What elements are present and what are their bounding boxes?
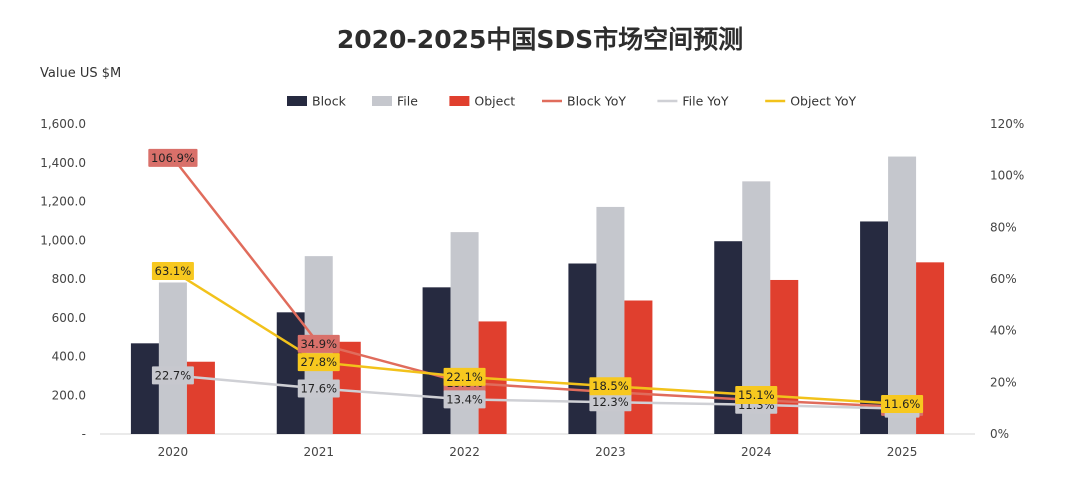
y2-tick-label: 60% bbox=[990, 272, 1017, 286]
data-label: 22.1% bbox=[446, 370, 483, 384]
y-axis-label: Value US $M bbox=[40, 66, 122, 81]
data-label: 106.9% bbox=[151, 151, 195, 165]
data-label-bg bbox=[297, 379, 340, 398]
data-label: 18.5% bbox=[592, 379, 629, 393]
x-tick-label: 2025 bbox=[887, 445, 918, 459]
x-tick-label: 2021 bbox=[303, 445, 334, 459]
x-tick-label: 2022 bbox=[449, 445, 480, 459]
y-tick-label: 1,600.0 bbox=[40, 117, 86, 131]
bar-block bbox=[422, 287, 451, 434]
chart-title: 2020-2025中国SDS市场空间预测 bbox=[336, 25, 744, 54]
data-label: 13.4% bbox=[446, 392, 483, 406]
y2-tick-label: 100% bbox=[990, 169, 1024, 183]
data-label-bg bbox=[881, 395, 924, 414]
y-tick-label: 1,200.0 bbox=[40, 195, 86, 209]
y2-tick-label: 40% bbox=[990, 324, 1017, 338]
legend-entry: Block bbox=[312, 94, 347, 109]
y-tick-label: 1,000.0 bbox=[40, 233, 86, 247]
data-label-bg bbox=[151, 366, 194, 385]
y-tick-label: 400.0 bbox=[52, 350, 86, 364]
data-label-bg bbox=[589, 393, 632, 412]
data-label-bg bbox=[297, 353, 340, 372]
data-label-bg bbox=[148, 148, 198, 167]
data-label: 63.1% bbox=[155, 264, 192, 278]
y-tick-label: 600.0 bbox=[52, 311, 86, 325]
legend-swatch bbox=[449, 96, 470, 106]
data-label-bg bbox=[297, 334, 340, 353]
data-label-bg bbox=[589, 377, 632, 396]
legend-entry: Block YoY bbox=[567, 94, 626, 109]
data-label: 12.3% bbox=[592, 395, 629, 409]
legend-entry: File YoY bbox=[682, 94, 729, 109]
data-label: 34.9% bbox=[300, 337, 337, 351]
data-label-bg bbox=[443, 367, 486, 386]
x-tick-label: 2023 bbox=[595, 445, 626, 459]
data-label: 15.1% bbox=[738, 388, 775, 402]
legend-entry: File bbox=[397, 94, 418, 109]
y2-tick-label: 20% bbox=[990, 375, 1017, 389]
line-object-yoy bbox=[172, 269, 903, 406]
data-label-bg bbox=[151, 261, 194, 280]
bar-file bbox=[158, 282, 187, 434]
data-label-bg bbox=[443, 390, 486, 409]
y2-tick-label: 80% bbox=[990, 220, 1017, 234]
y-tick-label: 1,400.0 bbox=[40, 156, 86, 170]
data-label-bg bbox=[735, 385, 778, 404]
y-tick-label: 200.0 bbox=[52, 388, 86, 402]
y2-tick-label: 0% bbox=[990, 427, 1009, 441]
bar-block bbox=[276, 312, 305, 434]
legend-swatch bbox=[287, 96, 307, 106]
y2-tick-label: 120% bbox=[990, 117, 1024, 131]
legend-entry: Object bbox=[474, 94, 515, 109]
x-tick-label: 2020 bbox=[158, 445, 189, 459]
legend-entry: Object YoY bbox=[790, 94, 856, 109]
data-label: 11.6% bbox=[884, 397, 921, 411]
legend-swatch bbox=[372, 96, 392, 106]
y-tick-label: - bbox=[82, 427, 86, 441]
bar-object bbox=[624, 300, 653, 434]
line-block-yoy bbox=[171, 157, 903, 409]
data-label: 22.7% bbox=[155, 368, 192, 382]
x-tick-label: 2024 bbox=[741, 445, 772, 459]
y-tick-label: 800.0 bbox=[52, 272, 86, 286]
bar-file bbox=[888, 156, 917, 435]
line-file-yoy bbox=[172, 374, 903, 410]
data-label: 27.8% bbox=[300, 355, 337, 369]
bar-block bbox=[130, 343, 159, 434]
data-label: 17.6% bbox=[300, 382, 337, 396]
